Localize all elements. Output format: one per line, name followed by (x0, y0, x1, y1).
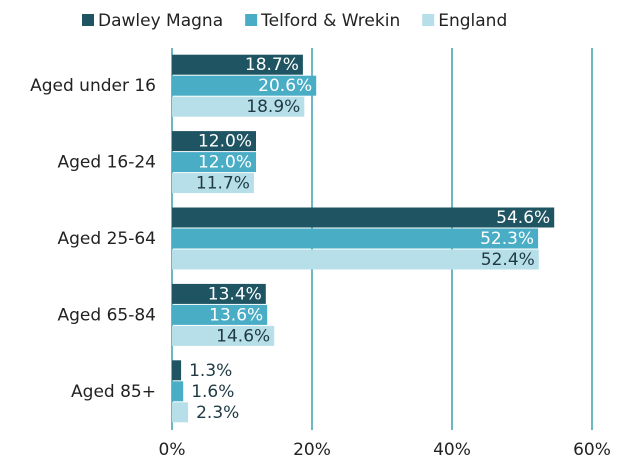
bar (172, 207, 555, 228)
data-label: 1.3% (189, 361, 232, 381)
legend-label: Telford & Wrekin (260, 11, 400, 31)
data-label: 12.0% (198, 153, 252, 173)
legend-label: Dawley Magna (98, 11, 223, 31)
data-label: 13.4% (208, 284, 262, 304)
legend-swatch (245, 14, 258, 26)
data-label: 52.4% (481, 250, 535, 270)
x-tick-label: 20% (293, 440, 331, 460)
bar (172, 402, 189, 423)
bar (172, 96, 305, 117)
x-tick-label: 0% (159, 440, 186, 460)
legend-swatch (422, 14, 435, 26)
bar (172, 75, 317, 96)
data-label: 1.6% (191, 382, 234, 402)
bar (172, 152, 256, 173)
bar (172, 381, 184, 402)
data-label: 14.6% (216, 326, 270, 346)
legend-label: England (438, 11, 507, 31)
bar (172, 283, 266, 304)
legend-swatch (82, 14, 94, 26)
bar (172, 304, 268, 325)
data-label: 12.0% (198, 132, 252, 152)
bar (172, 325, 275, 346)
data-label: 13.6% (209, 305, 263, 325)
bar (172, 249, 539, 270)
y-tick-label: Aged 25-64 (58, 229, 156, 249)
data-label: 52.3% (480, 229, 534, 249)
bar (172, 228, 539, 249)
y-tick-label: Aged under 16 (30, 76, 156, 96)
bar (172, 173, 254, 194)
y-tick-label: Aged 65-84 (58, 305, 156, 325)
data-label: 18.7% (245, 55, 299, 75)
x-tick-label: 40% (433, 440, 471, 460)
y-tick-label: Aged 85+ (71, 382, 156, 402)
data-label: 11.7% (196, 174, 250, 194)
x-tick-label: 60% (573, 440, 611, 460)
data-label: 54.6% (496, 208, 550, 228)
data-label: 18.9% (246, 97, 300, 117)
bar (172, 54, 303, 75)
data-label: 20.6% (258, 76, 312, 96)
y-tick-label: Aged 16-24 (58, 153, 156, 173)
bar (172, 131, 256, 152)
data-label: 2.3% (196, 403, 239, 423)
bar (172, 360, 182, 381)
